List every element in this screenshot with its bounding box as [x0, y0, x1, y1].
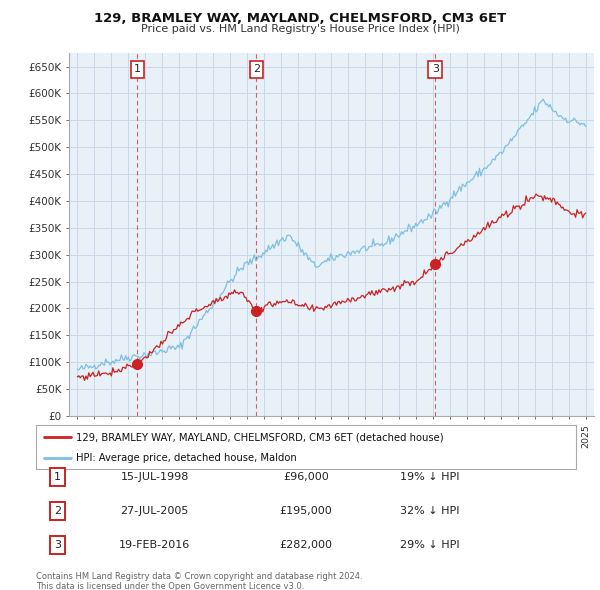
- Text: HPI: Average price, detached house, Maldon: HPI: Average price, detached house, Mald…: [77, 453, 297, 463]
- Text: This data is licensed under the Open Government Licence v3.0.: This data is licensed under the Open Gov…: [36, 582, 304, 590]
- Text: 2: 2: [253, 64, 260, 74]
- Text: 1: 1: [54, 472, 61, 481]
- Text: £195,000: £195,000: [280, 506, 332, 516]
- Text: Contains HM Land Registry data © Crown copyright and database right 2024.: Contains HM Land Registry data © Crown c…: [36, 572, 362, 581]
- Text: £96,000: £96,000: [283, 472, 329, 481]
- Text: 2: 2: [54, 506, 61, 516]
- Text: 1: 1: [134, 64, 141, 74]
- Text: 129, BRAMLEY WAY, MAYLAND, CHELMSFORD, CM3 6ET: 129, BRAMLEY WAY, MAYLAND, CHELMSFORD, C…: [94, 12, 506, 25]
- Text: 3: 3: [54, 540, 61, 550]
- Text: 129, BRAMLEY WAY, MAYLAND, CHELMSFORD, CM3 6ET (detached house): 129, BRAMLEY WAY, MAYLAND, CHELMSFORD, C…: [77, 432, 444, 442]
- Text: 19-FEB-2016: 19-FEB-2016: [119, 540, 190, 550]
- Text: 27-JUL-2005: 27-JUL-2005: [121, 506, 189, 516]
- Text: 32% ↓ HPI: 32% ↓ HPI: [400, 506, 460, 516]
- Text: Price paid vs. HM Land Registry's House Price Index (HPI): Price paid vs. HM Land Registry's House …: [140, 24, 460, 34]
- Text: 3: 3: [432, 64, 439, 74]
- Text: 15-JUL-1998: 15-JUL-1998: [121, 472, 189, 481]
- Text: 29% ↓ HPI: 29% ↓ HPI: [400, 540, 460, 550]
- Text: 19% ↓ HPI: 19% ↓ HPI: [400, 472, 460, 481]
- Text: £282,000: £282,000: [280, 540, 332, 550]
